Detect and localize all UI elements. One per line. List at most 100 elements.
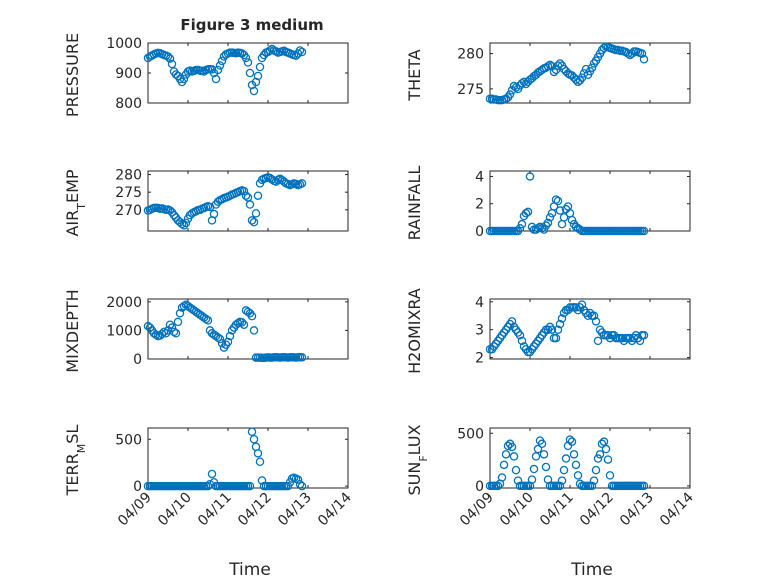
data-point bbox=[247, 311, 257, 321]
data-point bbox=[553, 196, 563, 206]
data-point bbox=[297, 353, 307, 362]
data-point bbox=[249, 326, 259, 335]
data-point bbox=[593, 454, 603, 463]
data-point bbox=[591, 465, 601, 475]
data-point bbox=[589, 476, 599, 485]
data-point bbox=[249, 86, 259, 96]
subplot-theta: 275 280 THETA bbox=[405, 42, 691, 105]
data-point bbox=[159, 327, 169, 337]
data-point bbox=[297, 179, 307, 188]
data-point bbox=[529, 464, 539, 474]
data-point bbox=[639, 226, 649, 236]
x-axis-label: Time bbox=[570, 560, 613, 580]
y-tick-label: 800 bbox=[115, 96, 142, 112]
y-tick-label: 900 bbox=[115, 66, 142, 82]
data-point bbox=[295, 479, 305, 489]
data-point bbox=[253, 71, 263, 81]
data-point bbox=[213, 333, 223, 342]
axes-frame bbox=[489, 42, 691, 104]
data-point bbox=[297, 47, 307, 57]
data-point bbox=[207, 469, 217, 479]
data-point bbox=[637, 49, 647, 58]
data-point bbox=[551, 333, 561, 343]
data-point bbox=[213, 65, 223, 75]
data-point bbox=[627, 49, 637, 58]
data-point bbox=[203, 316, 213, 325]
y-axis-label: MIXDEPTH bbox=[63, 289, 82, 372]
data-point bbox=[251, 209, 261, 218]
data-point bbox=[605, 471, 615, 480]
y-tick-label: 500 bbox=[115, 432, 142, 448]
data-point bbox=[257, 476, 267, 485]
data-point bbox=[555, 481, 565, 491]
data-point bbox=[581, 64, 591, 74]
data-point bbox=[551, 195, 561, 204]
data-point bbox=[515, 331, 525, 340]
data-point bbox=[217, 56, 227, 66]
data-point bbox=[247, 427, 257, 436]
data-point bbox=[163, 52, 173, 61]
y-axis-label: THETA bbox=[405, 49, 424, 101]
data-point bbox=[509, 452, 519, 461]
data-point bbox=[567, 437, 577, 446]
data-point bbox=[537, 65, 547, 75]
data-point bbox=[507, 317, 517, 326]
data-point bbox=[255, 62, 265, 72]
y-tick-label: 4 bbox=[475, 169, 484, 185]
data-point bbox=[223, 337, 233, 347]
data-point bbox=[291, 51, 301, 60]
data-point bbox=[559, 465, 569, 475]
y-axis-label: AIRTEMP bbox=[63, 169, 88, 236]
data-point bbox=[573, 471, 583, 480]
y-tick-label: 1000 bbox=[106, 36, 142, 52]
data-point bbox=[531, 452, 541, 461]
data-point bbox=[571, 460, 581, 470]
data-point bbox=[577, 300, 587, 309]
y-tick-label: 2 bbox=[475, 197, 484, 213]
y-tick-label: 270 bbox=[115, 203, 142, 219]
data-point bbox=[497, 473, 507, 482]
data-point bbox=[639, 481, 649, 491]
data-point bbox=[295, 46, 305, 55]
figure-title: Figure 3 medium bbox=[180, 16, 323, 34]
data-point bbox=[209, 209, 219, 219]
data-point bbox=[245, 68, 255, 78]
data-point bbox=[543, 218, 553, 228]
data-point bbox=[175, 309, 185, 318]
data-point bbox=[517, 336, 527, 346]
data-point bbox=[241, 53, 251, 63]
data-point bbox=[549, 67, 559, 77]
data-point bbox=[503, 441, 513, 451]
y-tick-label: 280 bbox=[115, 168, 142, 184]
y-tick-label: 0 bbox=[475, 224, 484, 240]
data-point bbox=[167, 323, 177, 332]
data-point bbox=[553, 61, 563, 70]
data-point bbox=[559, 213, 569, 222]
data-point bbox=[233, 319, 243, 328]
y-tick-label: 1000 bbox=[106, 323, 142, 339]
data-point bbox=[639, 331, 649, 340]
data-point bbox=[179, 74, 189, 84]
data-point bbox=[537, 439, 547, 449]
data-point bbox=[523, 207, 533, 217]
data-point bbox=[151, 330, 161, 339]
data-point bbox=[555, 319, 565, 329]
data-point bbox=[501, 450, 511, 459]
data-point bbox=[165, 54, 175, 63]
data-point bbox=[169, 327, 179, 337]
y-tick-label: 280 bbox=[457, 47, 484, 63]
data-point bbox=[215, 334, 225, 344]
data-point bbox=[249, 217, 259, 227]
subplot-mixdepth: 0 1000 2000 MIXDEPTH bbox=[63, 289, 349, 373]
y-axis-label: PRESSURE bbox=[63, 33, 82, 117]
data-point bbox=[569, 450, 579, 459]
data-point bbox=[551, 65, 561, 75]
y-tick-label: 2000 bbox=[106, 295, 142, 311]
y-axis-label: RAINFALL bbox=[405, 166, 424, 241]
subplot-pressure: 800 900 1000 PRESSURE bbox=[63, 33, 349, 117]
data-point bbox=[493, 481, 503, 491]
data-point bbox=[553, 325, 563, 334]
data-point bbox=[527, 475, 537, 484]
